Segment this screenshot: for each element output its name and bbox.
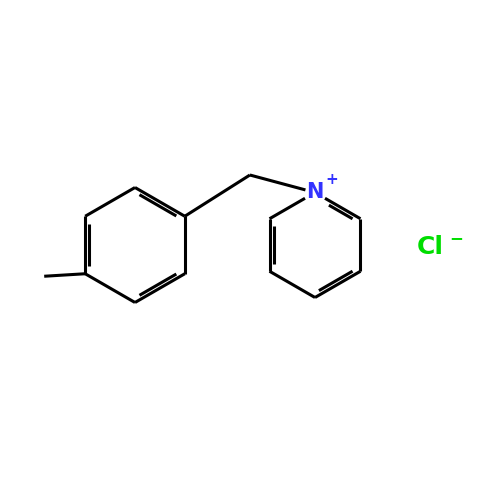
Text: +: +: [325, 172, 338, 188]
Text: N: N: [306, 182, 324, 203]
Text: −: −: [449, 230, 463, 248]
Text: Cl: Cl: [416, 236, 444, 260]
